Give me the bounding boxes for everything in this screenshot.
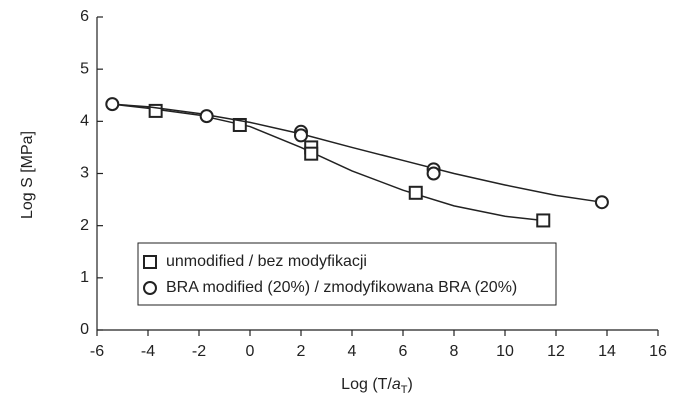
y-tick-label: 3 bbox=[80, 165, 89, 182]
x-tick-label: 8 bbox=[450, 343, 459, 360]
data-point bbox=[594, 195, 609, 210]
x-tick-label: 2 bbox=[297, 343, 306, 360]
x-tick-label: -4 bbox=[141, 343, 155, 360]
x-tick-label: 0 bbox=[246, 343, 255, 360]
x-tick-label: 10 bbox=[496, 343, 514, 360]
data-point bbox=[304, 146, 319, 161]
legend-marker bbox=[143, 255, 157, 269]
data-point bbox=[426, 166, 441, 181]
x-tick-label: -6 bbox=[90, 343, 104, 360]
y-tick-label: 0 bbox=[80, 321, 89, 338]
data-point bbox=[199, 109, 214, 124]
x-tick-label: 16 bbox=[649, 343, 667, 360]
data-point bbox=[232, 117, 247, 132]
x-tick-label: 4 bbox=[348, 343, 357, 360]
x-axis-label: Log (T/aT) bbox=[341, 376, 413, 396]
data-point bbox=[408, 185, 423, 200]
y-tick-label: 2 bbox=[80, 217, 89, 234]
y-tick-label: 1 bbox=[80, 269, 89, 286]
legend-label: unmodified / bez modyfikacji bbox=[166, 253, 367, 270]
y-tick-label: 4 bbox=[80, 113, 89, 130]
data-point bbox=[294, 128, 308, 143]
x-tick-label: 14 bbox=[598, 343, 616, 360]
legend-label: BRA modified (20%) / zmodyfikowana BRA (… bbox=[166, 279, 517, 296]
data-point bbox=[105, 97, 120, 112]
x-tick-label: -2 bbox=[192, 343, 206, 360]
y-axis-label: Log S [MPa] bbox=[19, 131, 36, 219]
y-tick-label: 6 bbox=[80, 8, 89, 25]
x-tick-label: 6 bbox=[399, 343, 408, 360]
legend-marker bbox=[143, 281, 157, 295]
data-point bbox=[536, 213, 551, 228]
x-tick-label: 12 bbox=[547, 343, 565, 360]
y-tick-label: 5 bbox=[80, 60, 89, 77]
fit-curve bbox=[112, 103, 544, 222]
legend-box bbox=[137, 242, 557, 306]
fit-curve bbox=[112, 103, 603, 203]
